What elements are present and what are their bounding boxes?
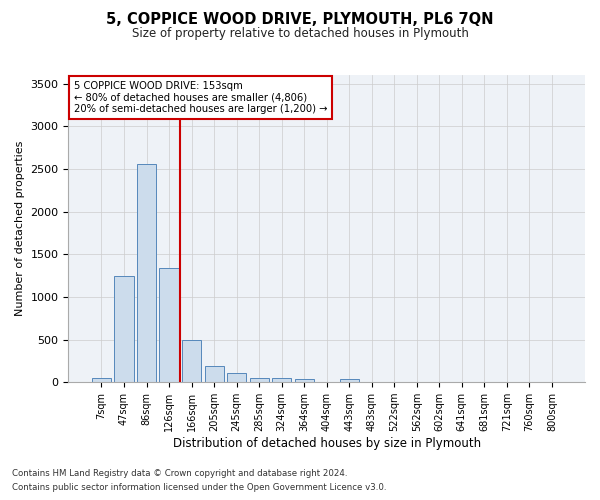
- Text: Size of property relative to detached houses in Plymouth: Size of property relative to detached ho…: [131, 28, 469, 40]
- Text: 5, COPPICE WOOD DRIVE, PLYMOUTH, PL6 7QN: 5, COPPICE WOOD DRIVE, PLYMOUTH, PL6 7QN: [106, 12, 494, 28]
- Bar: [272, 378, 291, 382]
- Bar: [205, 366, 224, 382]
- Text: Contains HM Land Registry data © Crown copyright and database right 2024.: Contains HM Land Registry data © Crown c…: [12, 468, 347, 477]
- Y-axis label: Number of detached properties: Number of detached properties: [15, 141, 25, 316]
- Bar: [182, 340, 201, 382]
- Bar: [340, 379, 359, 382]
- Bar: [295, 379, 314, 382]
- Bar: [137, 164, 156, 382]
- Text: 5 COPPICE WOOD DRIVE: 153sqm
← 80% of detached houses are smaller (4,806)
20% of: 5 COPPICE WOOD DRIVE: 153sqm ← 80% of de…: [74, 81, 327, 114]
- Bar: [92, 378, 111, 382]
- X-axis label: Distribution of detached houses by size in Plymouth: Distribution of detached houses by size …: [173, 437, 481, 450]
- Text: Contains public sector information licensed under the Open Government Licence v3: Contains public sector information licen…: [12, 484, 386, 492]
- Bar: [250, 378, 269, 382]
- Bar: [227, 374, 246, 382]
- Bar: [115, 276, 134, 382]
- Bar: [160, 268, 179, 382]
